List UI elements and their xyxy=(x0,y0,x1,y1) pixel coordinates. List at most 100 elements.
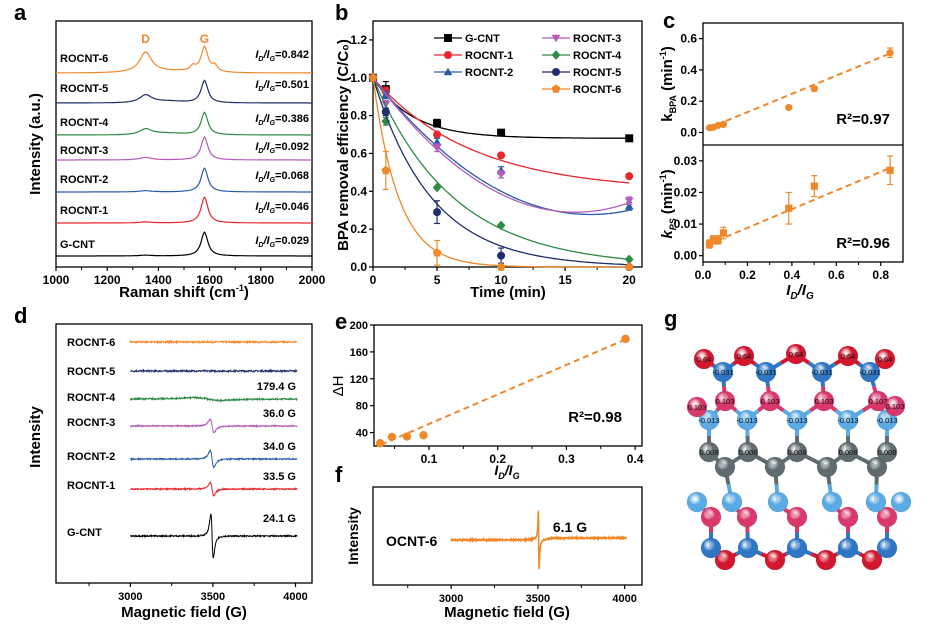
x-tick-label: 3000 xyxy=(439,593,463,605)
raman-spectrum-ROCNT-2 xyxy=(56,167,312,193)
charge-label: 0.64 xyxy=(841,352,856,361)
data-point-ROCNT-5 xyxy=(381,107,390,116)
charge-label: 0.103 xyxy=(688,403,707,412)
charge-label: 0.103 xyxy=(716,397,735,406)
atom-nitrogen xyxy=(759,390,781,412)
fit-line xyxy=(707,166,893,246)
data-point xyxy=(709,236,717,244)
data-point xyxy=(387,432,397,442)
charge-label: 0.64 xyxy=(697,355,712,364)
id-ig-ratio-label: ID/IG=0.842 xyxy=(255,49,309,63)
atom-oxygen xyxy=(815,549,837,571)
series-label: ROCNT-2 xyxy=(60,174,108,186)
data-point-G-CNT xyxy=(497,128,506,137)
x-tick-label: 1800 xyxy=(247,273,274,287)
x-tick-label: 15 xyxy=(558,273,572,287)
x-tick-label: 0.1 xyxy=(421,452,438,466)
y-tick-label: 0.03 xyxy=(674,154,698,168)
x-tick-label: 0.2 xyxy=(489,452,506,466)
y-tick-label: 0.6 xyxy=(350,146,367,160)
atom-oxygen xyxy=(733,345,755,367)
atom-boron-light xyxy=(821,491,843,513)
panel-label-a: a xyxy=(14,0,27,25)
epr-spectrum-ROCNT-4 xyxy=(129,395,298,403)
y-tick-label: 200 xyxy=(350,320,368,332)
data-point-G-CNT xyxy=(433,119,442,128)
series-label: ROCNT-3 xyxy=(67,417,115,429)
atom-oxygen xyxy=(764,549,786,571)
data-point-ROCNT-6 xyxy=(496,262,506,271)
data-point xyxy=(419,431,428,440)
epr-spectrum-G-CNT xyxy=(130,513,298,559)
id-ig-ratio-label: ID/IG=0.029 xyxy=(255,235,309,249)
atom-carbon xyxy=(786,441,808,463)
x-axis-label: Raman shift (cm-1) xyxy=(119,283,249,301)
data-point-ROCNT-5 xyxy=(497,251,506,260)
atom-boron xyxy=(712,361,734,383)
data-point-ROCNT-3 xyxy=(496,171,506,179)
atom-boron-light xyxy=(837,409,859,431)
panel-label-f: f xyxy=(335,462,343,487)
series-label: ROCNT-5 xyxy=(60,83,108,95)
y-tick-label: 0.0 xyxy=(350,260,367,274)
series-label: ROCNT-5 xyxy=(67,366,115,378)
x-tick-label: 4000 xyxy=(283,591,307,603)
plot-frame xyxy=(55,323,313,584)
charge-label: -0.031 xyxy=(755,368,776,377)
y-tick-label: 0.01 xyxy=(674,217,698,231)
x-tick-label: 0.3 xyxy=(558,452,575,466)
epr-spectrum-ROCNT-2 xyxy=(129,448,298,469)
atom-boron xyxy=(786,537,808,559)
x-tick-label: 10 xyxy=(494,273,508,287)
atom-boron xyxy=(837,537,859,559)
atom-boron xyxy=(859,361,881,383)
panel-b-removal: 0 5 10 15 20 0.0 0.2 0.4 0.6 0.8 1.0 1.2 Time (min) B… xyxy=(335,20,643,301)
y-axis-label: kPS (min-1) xyxy=(658,169,678,238)
charge-label: -0.013 xyxy=(876,416,897,425)
legend-marker-G-CNT xyxy=(444,34,452,42)
id-ig-ratio-label: ID/IG=0.046 xyxy=(255,201,309,215)
atom-boron-light xyxy=(767,491,789,513)
charge-label: -0.031 xyxy=(859,368,880,377)
y-axis-label: Intensity xyxy=(27,406,44,468)
raman-spectrum-ROCNT-5 xyxy=(56,79,312,104)
legend: G-CNT ROCNT-1 ROCNT-2 ROCNT-3 ROCNT-4 ROCNT-5… xyxy=(434,33,622,96)
data-point-ROCNT-3 xyxy=(624,197,634,206)
y-tick-label: 0.0 xyxy=(680,125,697,139)
linewidth-label: 33.5 G xyxy=(263,471,296,483)
charge-label: 0.008 xyxy=(700,448,719,457)
series-label: ROCNT-2 xyxy=(67,451,115,463)
charge-label: 0.008 xyxy=(739,448,758,457)
x-tick-label: 3500 xyxy=(526,593,550,605)
atom-oxygen xyxy=(785,343,807,365)
atom-boron-light xyxy=(686,491,708,513)
x-tick-label: 20 xyxy=(623,273,637,287)
fit-curve-ROCNT-1 xyxy=(372,77,630,184)
epr-spectrum-OCNT-6 xyxy=(450,509,627,570)
atom-oxygen xyxy=(693,348,715,370)
fit-curve-ROCNT-2 xyxy=(372,77,630,216)
data-point xyxy=(785,103,793,112)
y-tick-label: 0.4 xyxy=(350,184,367,198)
atom-carbon xyxy=(737,441,759,463)
atom-oxygen xyxy=(837,345,859,367)
x-tick-label: 0.8 xyxy=(872,268,889,282)
atom-oxygen xyxy=(861,549,883,571)
x-axis-label: ID/IG xyxy=(494,462,519,481)
linewidth-label: 34.0 G xyxy=(263,441,296,453)
y-tick-label: 160 xyxy=(350,347,368,359)
linewidth-label: 179.4 G xyxy=(257,381,296,393)
data-point-ROCNT-6 xyxy=(368,73,378,82)
data-point xyxy=(714,121,722,130)
x-tick-label: 0.0 xyxy=(695,268,712,282)
linewidth-label: 36.0 G xyxy=(263,408,296,420)
charge-label: 0.64 xyxy=(878,355,893,364)
y-tick-label: 0.4 xyxy=(680,63,697,77)
charge-label: -0.013 xyxy=(786,416,807,425)
epr-spectrum-ROCNT-5 xyxy=(130,368,298,374)
r-squared-label: R²=0.98 xyxy=(568,409,622,426)
id-ig-ratio-label: ID/IG=0.068 xyxy=(255,170,309,184)
panel-label-c: c xyxy=(663,8,675,33)
series-label: ROCNT-1 xyxy=(60,205,108,217)
x-tick-label: 3000 xyxy=(118,591,142,603)
